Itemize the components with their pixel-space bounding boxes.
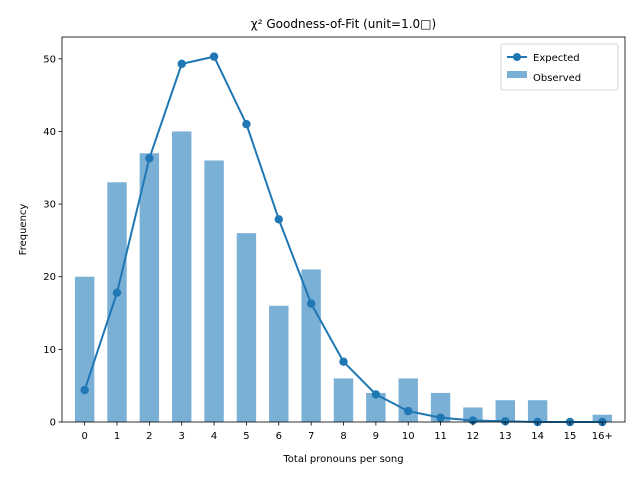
legend-box	[500, 43, 619, 91]
observed-bar-8	[333, 378, 354, 422]
expected-point-0	[80, 385, 89, 395]
y-tick-label-20: 20	[43, 272, 56, 283]
observed-bar-11	[430, 392, 451, 422]
x-tick-label-2: 2	[146, 431, 152, 442]
expected-point-8	[339, 357, 348, 366]
x-axis-label: Total pronouns per song	[282, 454, 403, 465]
expected-point-11	[436, 413, 445, 422]
x-tick-label-6: 6	[276, 431, 282, 442]
observed-bar-9	[366, 392, 386, 422]
y-tick-label-30: 30	[43, 200, 56, 211]
observed-bar-0	[74, 276, 95, 422]
x-tick-label-0: 0	[81, 431, 87, 442]
observed-bar-3	[172, 131, 192, 422]
x-tick-label-5: 5	[243, 431, 249, 442]
observed-bar-6	[269, 305, 289, 422]
expected-point-4	[209, 52, 219, 61]
expected-point-5	[242, 119, 251, 129]
expected-point-1	[112, 288, 122, 297]
legend-expected-marker	[513, 53, 521, 61]
x-tick-label-3: 3	[179, 431, 185, 442]
expected-line-layer	[80, 52, 607, 427]
x-tick-label-14: 14	[531, 431, 544, 442]
legend-expected-label: Expected	[533, 53, 580, 64]
y-tick-label-50: 50	[43, 54, 56, 65]
legend-observed-label: Observed	[533, 73, 581, 84]
x-tick-label-12: 12	[467, 431, 480, 442]
observed-bars	[74, 131, 613, 422]
legend-observed-swatch	[507, 71, 527, 78]
expected-point-3	[177, 59, 186, 69]
legend: Expected Observed	[500, 43, 619, 91]
x-tick-label-16+: 16+	[592, 431, 613, 442]
observed-bar-10	[398, 378, 418, 422]
expected-point-7	[306, 299, 316, 308]
observed-bar-12	[463, 407, 483, 422]
chart-title: χ² Goodness-of-Fit (unit=1.0□)	[251, 17, 436, 31]
observed-bar-4	[204, 160, 224, 422]
observed-bar-1	[107, 182, 127, 422]
observed-bar-2	[139, 153, 160, 422]
x-tick-label-8: 8	[340, 431, 346, 442]
expected-point-9	[371, 390, 381, 399]
expected-point-13	[501, 417, 510, 426]
observed-bar-13	[495, 400, 515, 422]
y-ticks: 0 10 20 30 40 50	[43, 54, 62, 429]
x-tick-label-9: 9	[373, 431, 379, 442]
expected-point-10	[404, 406, 413, 416]
x-tick-label-1: 1	[114, 431, 120, 442]
y-tick-label-10: 10	[43, 345, 56, 356]
x-tick-label-4: 4	[211, 431, 217, 442]
observed-bar-14	[527, 400, 548, 422]
y-axis-label: Frequency	[18, 204, 29, 256]
x-tick-label-10: 10	[402, 431, 415, 442]
expected-point-2	[145, 154, 154, 163]
y-tick-label-40: 40	[43, 127, 56, 138]
expected-point-6	[274, 215, 283, 224]
observed-bar-5	[236, 233, 257, 422]
x-tick-label-15: 15	[564, 431, 577, 442]
x-tick-label-11: 11	[434, 431, 447, 442]
x-tick-label-13: 13	[499, 431, 512, 442]
observed-bar-7	[301, 269, 321, 422]
y-tick-label-0: 0	[50, 418, 56, 429]
x-tick-label-7: 7	[308, 431, 314, 442]
expected-point-12	[468, 416, 478, 425]
x-ticks: 0 1 2 3 4 5 6 7 8 9 10 11 12 13 14 15 16+	[81, 422, 613, 442]
